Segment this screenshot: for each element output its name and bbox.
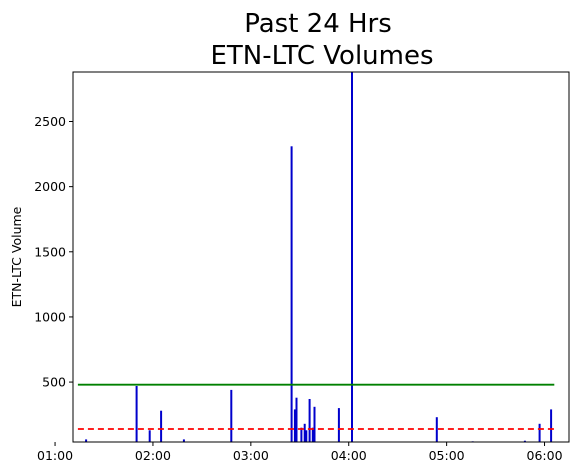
volume-bar	[230, 389, 233, 442]
plot-frame	[72, 71, 570, 443]
volume-bar	[538, 423, 541, 442]
x-tick-label: 02:00	[135, 448, 171, 463]
x-tick-label: 04:00	[331, 448, 367, 463]
volume-bar	[308, 399, 311, 442]
chart-title-line-1: Past 24 Hrs	[244, 9, 392, 39]
volume-bar	[337, 408, 340, 442]
volume-bar	[293, 409, 296, 442]
volume-bar	[313, 406, 316, 442]
volume-bar	[160, 410, 163, 442]
volume-bar	[290, 146, 293, 443]
volume-bar	[311, 427, 314, 442]
y-tick-label: 2500	[34, 114, 66, 129]
volume-bar	[351, 72, 353, 442]
volume-bar	[435, 417, 438, 442]
y-tick-label: 500	[42, 375, 66, 390]
x-tick-label: 03:00	[233, 448, 269, 463]
plot-area	[77, 72, 555, 443]
volume-bar	[85, 439, 88, 442]
volume-bar	[148, 430, 151, 442]
y-tick-label: 1500	[34, 244, 66, 259]
y-tick-label: 1000	[34, 309, 66, 324]
volume-bar	[182, 439, 185, 442]
volume-bar	[303, 423, 306, 442]
y-tick-label: 2000	[34, 179, 66, 194]
x-tick-label: 06:00	[527, 448, 563, 463]
x-tick-label: 05:00	[429, 448, 465, 463]
chart-title-line-2: ETN-LTC Volumes	[210, 41, 433, 71]
volume-bar	[523, 440, 526, 442]
volume-bar	[300, 427, 303, 442]
x-tick-label: 01:00	[37, 448, 73, 463]
volume-bar	[305, 430, 308, 442]
y-axis-label: ETN-LTC Volume	[9, 206, 24, 307]
volume-bar	[295, 397, 298, 442]
volume-bar	[135, 386, 138, 442]
volume-bar	[550, 409, 553, 442]
